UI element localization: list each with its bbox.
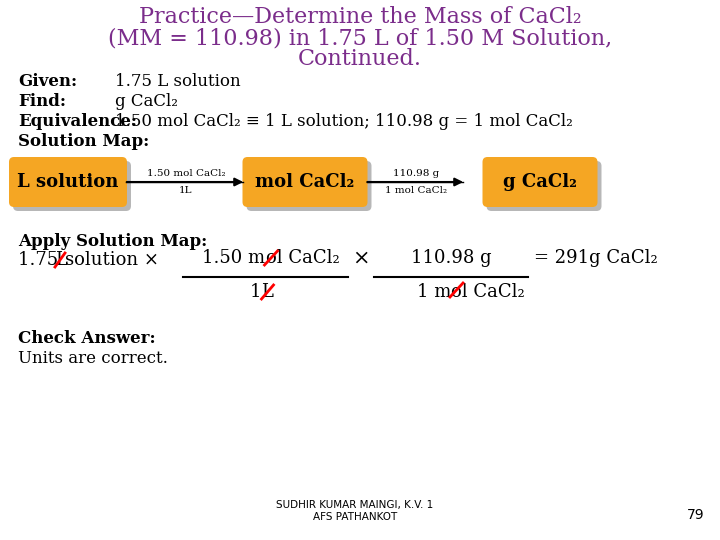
- Text: 1.75 L solution: 1.75 L solution: [115, 73, 240, 90]
- Text: 1 mol CaCl₂: 1 mol CaCl₂: [385, 186, 447, 195]
- Text: 110.98 g: 110.98 g: [393, 169, 439, 178]
- Text: ol CaCl₂: ol CaCl₂: [266, 249, 339, 267]
- Text: Apply Solution Map:: Apply Solution Map:: [18, 233, 207, 250]
- Text: 110.98 g: 110.98 g: [410, 249, 491, 267]
- Text: Check Answer:: Check Answer:: [18, 330, 156, 347]
- Text: ol CaCl₂: ol CaCl₂: [451, 283, 525, 301]
- FancyBboxPatch shape: [9, 157, 127, 207]
- Text: Find:: Find:: [18, 93, 66, 110]
- Text: Units are correct.: Units are correct.: [18, 350, 168, 367]
- Text: (MM = 110.98) in 1.75 L of 1.50 M Solution,: (MM = 110.98) in 1.75 L of 1.50 M Soluti…: [108, 27, 612, 49]
- Text: Solution Map:: Solution Map:: [18, 133, 149, 150]
- Text: 1 m: 1 m: [417, 283, 451, 301]
- Text: Practice—Determine the Mass of CaCl₂: Practice—Determine the Mass of CaCl₂: [139, 6, 581, 28]
- Text: 1.50 mol CaCl₂: 1.50 mol CaCl₂: [147, 169, 225, 178]
- Text: 1.50 m: 1.50 m: [202, 249, 266, 267]
- Text: 1L: 1L: [179, 186, 193, 195]
- Text: L: L: [261, 283, 274, 301]
- Text: ×: ×: [352, 248, 369, 267]
- FancyBboxPatch shape: [487, 161, 601, 211]
- Text: Continued.: Continued.: [298, 48, 422, 70]
- Text: 1.75: 1.75: [18, 251, 64, 269]
- Text: 1: 1: [250, 283, 261, 301]
- Text: mol CaCl₂: mol CaCl₂: [256, 173, 355, 191]
- Text: Given:: Given:: [18, 73, 77, 90]
- Text: 79: 79: [688, 508, 705, 522]
- Text: SUDHIR KUMAR MAINGI, K.V. 1
AFS PATHANKOT: SUDHIR KUMAR MAINGI, K.V. 1 AFS PATHANKO…: [276, 501, 433, 522]
- Text: g CaCl₂: g CaCl₂: [503, 173, 577, 191]
- FancyBboxPatch shape: [482, 157, 598, 207]
- FancyBboxPatch shape: [13, 161, 131, 211]
- Text: = 291g CaCl₂: = 291g CaCl₂: [534, 249, 658, 267]
- FancyBboxPatch shape: [246, 161, 372, 211]
- Text: Equivalence:: Equivalence:: [18, 113, 137, 130]
- Text: L solution: L solution: [17, 173, 119, 191]
- Text: 1.50 mol CaCl₂ ≡ 1 L solution; 110.98 g = 1 mol CaCl₂: 1.50 mol CaCl₂ ≡ 1 L solution; 110.98 g …: [115, 113, 572, 130]
- Text: solution ×: solution ×: [65, 251, 159, 269]
- Text: L: L: [55, 251, 67, 269]
- FancyBboxPatch shape: [243, 157, 367, 207]
- Text: g CaCl₂: g CaCl₂: [115, 93, 178, 110]
